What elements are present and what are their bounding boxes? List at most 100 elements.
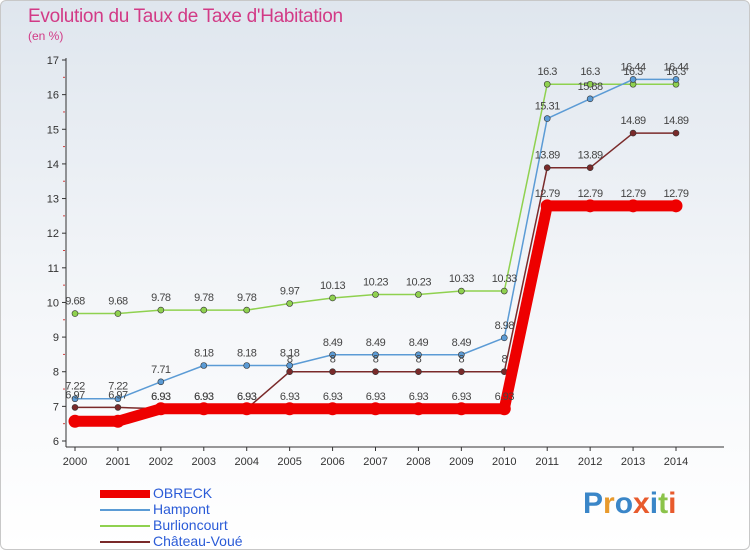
y-tick-label: 15: [47, 124, 59, 136]
data-label: 6.93: [237, 391, 257, 403]
legend-item-burlioncourt: Burlioncourt: [100, 517, 360, 533]
data-point: [458, 368, 465, 376]
data-point: [672, 129, 680, 137]
data-point: [157, 306, 165, 314]
data-point: [543, 80, 551, 88]
y-tick-label: 10: [47, 297, 59, 309]
data-point: [111, 414, 125, 428]
series-line-hampont: [75, 78, 676, 400]
data-label: 8.18: [237, 347, 257, 359]
data-label: 6.97: [65, 389, 85, 401]
x-tick-label: 2011: [535, 456, 559, 468]
data-label: 10.23: [363, 276, 388, 288]
data-label: 8.49: [323, 337, 343, 349]
logo-letter: i: [668, 487, 677, 520]
data-label: 9.78: [194, 292, 214, 304]
data-point: [583, 199, 597, 213]
data-label: 8.18: [280, 347, 300, 359]
x-tick-label: 2013: [621, 456, 645, 468]
x-tick-label: 2006: [320, 456, 344, 468]
data-label: 10.13: [320, 280, 345, 292]
y-tick-label: 8: [53, 367, 59, 379]
data-label: 6.93: [237, 391, 257, 403]
data-label: 10.23: [406, 276, 431, 288]
data-point: [200, 362, 208, 369]
data-point: [329, 294, 336, 302]
data-point: [458, 351, 465, 359]
x-tick-label: 2009: [449, 456, 473, 468]
data-label: 9.68: [65, 296, 85, 308]
legend-item-hampont: Hampont: [100, 501, 360, 517]
data-label: 13.89: [578, 150, 603, 162]
y-tick-label: 11: [48, 263, 59, 275]
data-point: [243, 362, 251, 369]
data-point: [372, 368, 379, 376]
data-label: 6.93: [280, 391, 300, 403]
data-point: [500, 334, 508, 342]
x-tick-label: 2010: [492, 456, 516, 468]
data-label: 8: [459, 354, 465, 366]
data-point: [240, 402, 254, 416]
legend-swatch-chateau-voue: [100, 541, 150, 543]
data-point: [329, 351, 336, 359]
legend-swatch-obreck: [100, 490, 150, 498]
data-point: [157, 378, 165, 386]
data-point: [372, 291, 379, 298]
data-point: [543, 164, 551, 172]
data-point: [114, 310, 122, 317]
y-tick-label: 7: [53, 401, 59, 413]
data-label: 8.49: [409, 337, 429, 349]
data-label: 16.3: [666, 66, 686, 78]
data-point: [68, 414, 82, 428]
data-label: 9.97: [280, 285, 300, 297]
data-label: 8: [501, 354, 507, 366]
data-point: [71, 395, 79, 403]
data-point: [586, 164, 594, 172]
data-label: 14.89: [663, 115, 688, 127]
data-point: [411, 402, 425, 416]
data-label: 8: [287, 354, 293, 366]
legend-item-chateau-voue: Château-Voué: [100, 533, 360, 549]
legend-item-obreck: OBRECK: [100, 485, 360, 501]
legend-label-burlioncourt: Burlioncourt: [153, 517, 228, 533]
data-point: [326, 402, 340, 416]
data-label: 16.3: [623, 66, 643, 78]
data-point: [415, 368, 422, 376]
legend-label-hampont: Hampont: [153, 501, 210, 517]
data-label: 6.93: [151, 391, 171, 403]
data-label: 16.3: [580, 66, 600, 78]
data-point: [200, 306, 208, 314]
chart-title: Evolution du Taux de Taxe d'Habitation: [28, 6, 343, 27]
logo-letter: i: [649, 487, 659, 520]
chart-unit: (en %): [28, 29, 64, 43]
data-label: 7.71: [151, 364, 171, 376]
data-point: [71, 404, 79, 411]
data-label: 9.78: [151, 292, 171, 304]
y-tick-label: 16: [47, 90, 59, 102]
data-label: 10.33: [449, 273, 474, 285]
data-label: 14.89: [621, 115, 646, 127]
y-tick-label: 12: [47, 228, 59, 240]
data-label: 6.93: [495, 391, 515, 403]
logo-letter: r: [603, 487, 615, 520]
data-label: 8.98: [495, 320, 515, 332]
data-label: 8: [373, 354, 379, 366]
y-tick-label: 14: [47, 159, 59, 171]
data-point: [458, 287, 465, 295]
x-tick-label: 2012: [578, 456, 602, 468]
data-label: 6.97: [108, 389, 128, 401]
data-label: 7.22: [108, 381, 128, 393]
data-point: [586, 80, 594, 88]
data-label: 10.33: [492, 273, 517, 285]
x-tick-label: 2000: [63, 456, 87, 468]
data-label: 8: [416, 354, 422, 366]
data-point: [114, 404, 122, 411]
data-point: [454, 402, 468, 416]
data-label: 9.78: [237, 292, 257, 304]
data-point: [197, 402, 211, 416]
x-tick-label: 2002: [149, 456, 173, 468]
data-point: [329, 368, 336, 376]
x-tick-label: 2001: [106, 456, 130, 468]
